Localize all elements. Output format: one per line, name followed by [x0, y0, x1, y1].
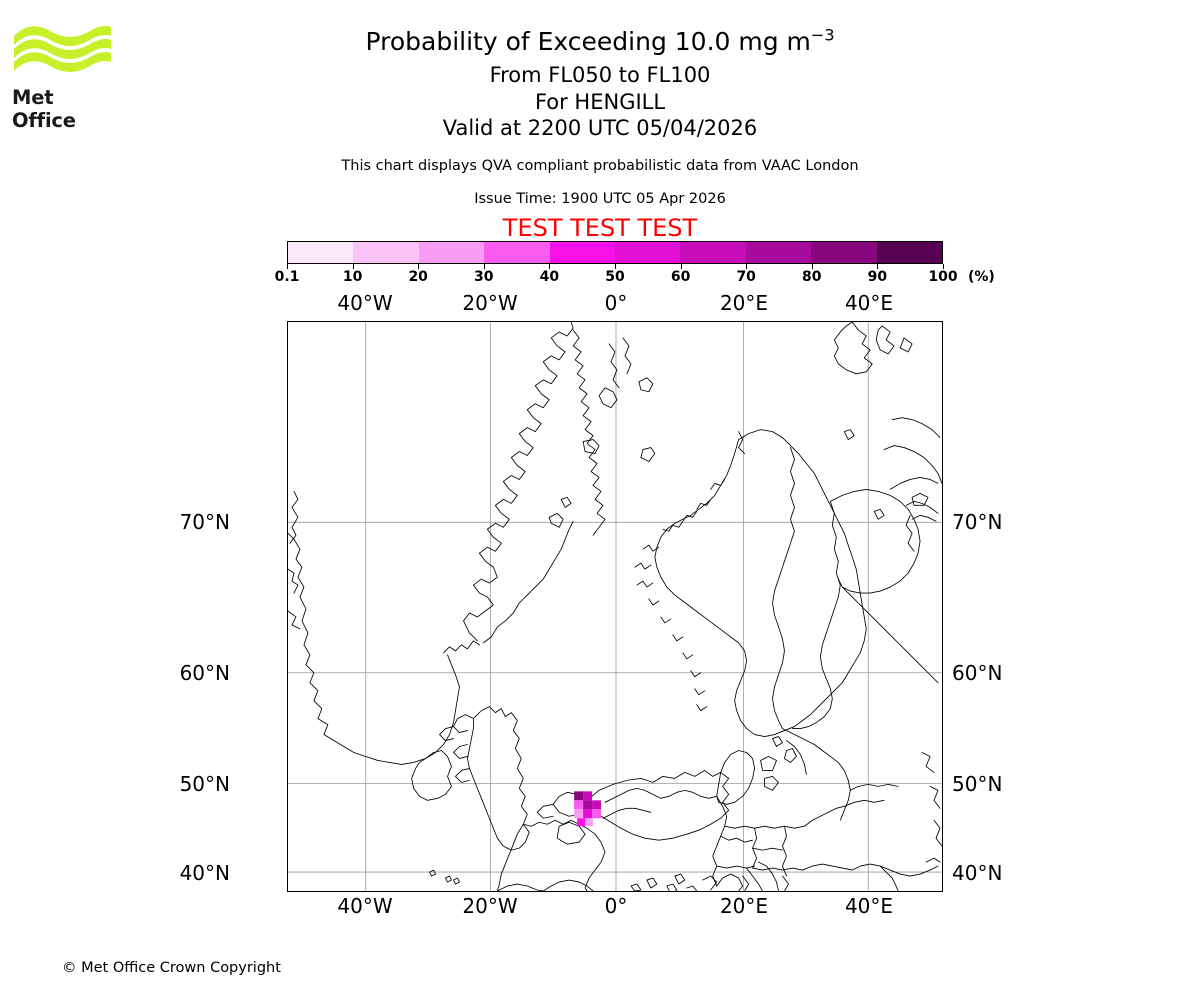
latitude-axis-right: 70°N 60°N 50°N 40°N [952, 0, 1032, 1000]
test-banner: TEST TEST TEST [502, 214, 698, 242]
issue-time: Issue Time: 1900 UTC 05 Apr 2026 [474, 191, 726, 207]
colorbar-tick-6 [680, 264, 682, 269]
volcano-subtitle: For HENGILL [534, 90, 666, 114]
colorbar-segment-1 [353, 242, 419, 263]
lon-top-label-0: 40°W [337, 291, 393, 315]
coastlines [288, 322, 942, 891]
colorbar-tick-label-7: 70 [736, 269, 756, 285]
colorbar-tick-1 [352, 264, 354, 269]
colorbar-segment-9 [876, 242, 943, 263]
lon-bottom-label-1: 20°W [462, 894, 518, 918]
colorbar-tick-2 [418, 264, 420, 269]
colorbar-tick-3 [483, 264, 485, 269]
colorbar-tick-label-1: 10 [342, 269, 363, 285]
colorbar-tick-label-5: 50 [605, 269, 625, 285]
colorbar-segments [287, 241, 943, 264]
colorbar-tick-9 [877, 264, 879, 269]
colorbar-tick-8 [811, 264, 813, 269]
longitude-axis-top: 40°W 20°W 0° 20°E 40°E [0, 291, 1200, 315]
colorbar-tick-5 [615, 264, 616, 269]
colorbar-tick-label-9: 90 [867, 269, 888, 285]
page-title-text: Probability of Exceeding 10.0 mg m [365, 27, 811, 56]
lon-top-label-1: 20°W [462, 291, 518, 315]
met-office-logo: Met Office [12, 22, 117, 132]
colorbar-unit-label: (%) [968, 269, 995, 285]
lon-top-label-2: 0° [604, 291, 628, 315]
lon-bottom-label-3: 20°E [719, 894, 769, 918]
ash-plume-overlay [574, 791, 602, 827]
colorbar-tick-4 [549, 264, 551, 269]
map-graphic [288, 322, 942, 891]
lon-top-label-4: 40°E [844, 291, 894, 315]
colorbar-tick-label-6: 60 [670, 269, 691, 285]
lat-left-label-1: 60°N [179, 661, 230, 685]
map-plot-area[interactable] [287, 321, 943, 892]
longitude-axis-bottom: 40°W 20°W 0° 20°E 40°E [0, 894, 1200, 918]
colorbar-segment-0 [288, 242, 354, 263]
colorbar-tick-0 [287, 264, 288, 269]
lat-right-label-2: 50°N [952, 772, 1003, 796]
colorbar-segment-2 [418, 242, 485, 263]
colorbar-segment-4 [549, 242, 616, 263]
latitude-axis-left: 70°N 60°N 50°N 40°N [150, 0, 230, 1000]
colorbar-tick-label-0: 0.1 [274, 269, 300, 285]
qva-note: This chart displays QVA compliant probab… [341, 158, 859, 174]
colorbar-segment-7 [745, 242, 812, 263]
lon-bottom-label-4: 40°E [844, 894, 894, 918]
lat-left-label-2: 50°N [179, 772, 230, 796]
lat-right-label-0: 70°N [952, 510, 1003, 534]
colorbar-segment-5 [615, 242, 681, 263]
colorbar-tick-label-3: 30 [474, 269, 494, 285]
colorbar-tick-labels: 0.1 10 20 30 40 50 60 70 80 90 100 [275, 269, 958, 287]
colorbar-tick-label-10: 100 [928, 269, 958, 285]
flight-level-subtitle: From FL050 to FL100 [489, 63, 711, 87]
colorbar-tick-label-2: 20 [408, 269, 428, 285]
lon-bottom-label-0: 40°W [337, 894, 393, 918]
colorbar-segment-3 [484, 242, 550, 263]
colorbar-tick-10 [943, 264, 944, 269]
colorbar-segment-6 [680, 242, 746, 263]
lon-bottom-label-2: 0° [604, 894, 628, 918]
lat-left-label-3: 40°N [179, 861, 230, 885]
colorbar-tick-label-8: 80 [802, 269, 822, 285]
met-office-wave-icon [14, 26, 111, 72]
valid-time-subtitle: Valid at 2200 UTC 05/04/2026 [442, 116, 758, 140]
copyright-notice: © Met Office Crown Copyright [62, 960, 281, 976]
colorbar-tick-label-4: 40 [539, 269, 560, 285]
lat-left-label-0: 70°N [179, 510, 230, 534]
lat-right-label-1: 60°N [952, 661, 1003, 685]
colorbar-ticks [287, 264, 944, 274]
map-gridlines [288, 322, 942, 891]
page-title-exponent: −3 [810, 25, 835, 45]
met-office-logo-text: Met Office [12, 86, 76, 132]
lat-right-label-3: 40°N [952, 861, 1003, 885]
lon-top-label-3: 20°E [719, 291, 769, 315]
colorbar-segment-8 [811, 242, 877, 263]
colorbar-tick-7 [746, 264, 748, 269]
probability-colorbar [287, 241, 943, 264]
page-title: Probability of Exceeding 10.0 mg m−3 [0, 26, 1200, 58]
